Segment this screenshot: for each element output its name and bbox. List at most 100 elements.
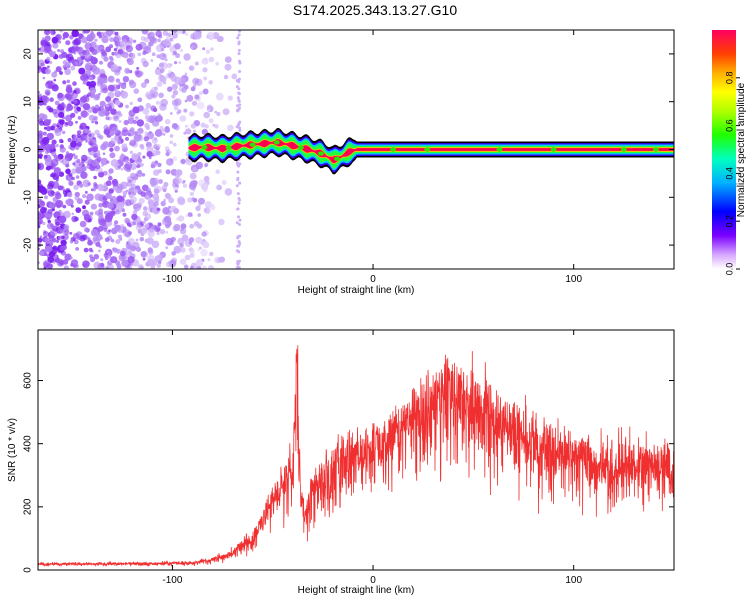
noise-point	[72, 81, 77, 86]
noise-point	[237, 164, 241, 168]
noise-point	[154, 255, 161, 262]
noise-point	[170, 168, 178, 176]
noise-point	[120, 84, 125, 89]
noise-point	[83, 227, 89, 233]
noise-point	[127, 133, 131, 137]
noise-point	[93, 175, 97, 180]
noise-point	[66, 79, 71, 84]
noise-point	[194, 61, 199, 66]
noise-point	[159, 103, 167, 111]
noise-point	[184, 254, 191, 261]
noise-point	[135, 224, 142, 231]
top-y-tick-label: 10	[23, 96, 34, 108]
noise-point	[190, 45, 195, 50]
noise-point	[235, 109, 239, 113]
noise-point	[122, 127, 128, 133]
noise-point	[98, 213, 104, 219]
noise-point	[43, 126, 47, 130]
noise-point	[162, 132, 166, 136]
noise-point	[155, 177, 159, 182]
top-x-tick-label: 0	[370, 274, 376, 285]
noise-point	[197, 213, 201, 217]
noise-point	[181, 234, 189, 242]
noise-point	[57, 93, 65, 102]
noise-point	[194, 94, 200, 100]
noise-point	[195, 78, 203, 87]
noise-point	[144, 213, 152, 220]
noise-point	[53, 78, 57, 82]
noise-point	[100, 237, 103, 240]
noise-point	[58, 111, 65, 118]
noise-point	[180, 247, 186, 253]
noise-point	[58, 138, 64, 144]
top-y-tick-label: 20	[23, 48, 34, 60]
noise-point	[203, 111, 210, 119]
noise-point	[44, 35, 51, 42]
noise-point	[127, 58, 134, 66]
noise-point	[94, 238, 98, 242]
noise-point	[224, 63, 232, 71]
noise-point	[140, 145, 145, 150]
noise-point	[52, 261, 56, 264]
noise-point	[152, 193, 160, 201]
noise-point	[41, 114, 48, 121]
noise-point	[42, 37, 45, 41]
noise-point	[173, 105, 179, 111]
noise-point	[142, 50, 147, 56]
noise-point	[90, 229, 99, 237]
noise-point	[70, 259, 79, 267]
noise-point	[122, 76, 130, 83]
noise-point	[169, 37, 174, 42]
noise-point	[70, 65, 76, 71]
noise-point	[160, 76, 167, 83]
noise-point	[145, 125, 150, 130]
noise-point	[109, 57, 114, 62]
noise-point	[97, 77, 105, 85]
bottom-x-axis: -100 0 100	[162, 330, 582, 586]
noise-point	[201, 231, 207, 237]
noise-point	[125, 189, 129, 193]
bottom-y-tick-label: 600	[23, 372, 34, 389]
noise-point	[121, 256, 126, 260]
noise-point	[82, 30, 86, 34]
noise-point	[218, 218, 225, 226]
noise-point	[73, 238, 76, 242]
noise-point	[117, 140, 122, 145]
noise-point	[86, 112, 89, 116]
noise-point	[192, 180, 198, 186]
noise-point	[178, 248, 182, 252]
noise-point	[48, 107, 54, 113]
noise-point	[151, 161, 157, 168]
noise-point	[141, 30, 149, 35]
noise-point	[152, 107, 158, 113]
noise-point	[183, 53, 191, 61]
colorbar-tick-label: 0.6	[724, 119, 734, 132]
noise-point	[41, 136, 50, 145]
noise-point	[42, 96, 50, 104]
noise-point	[162, 30, 169, 36]
noise-point	[70, 112, 76, 118]
noise-point	[38, 133, 43, 139]
noise-point	[56, 239, 60, 243]
noise-point	[90, 249, 94, 253]
signal-knot	[333, 156, 340, 161]
noise-point	[169, 140, 174, 145]
noise-point	[55, 144, 59, 148]
noise-point	[85, 139, 88, 143]
noise-point	[141, 184, 149, 192]
noise-point	[215, 92, 224, 101]
noise-point	[136, 66, 140, 70]
noise-point	[105, 46, 112, 53]
noise-point	[88, 140, 93, 146]
noise-point	[238, 259, 241, 263]
noise-point	[92, 138, 97, 143]
noise-point	[208, 265, 214, 269]
noise-point	[49, 51, 55, 58]
noise-point	[50, 190, 55, 195]
noise-point	[96, 133, 102, 139]
noise-point	[89, 80, 97, 88]
noise-point	[236, 79, 240, 83]
noise-point	[166, 45, 170, 48]
noise-point	[100, 258, 104, 262]
noise-point	[74, 195, 80, 201]
